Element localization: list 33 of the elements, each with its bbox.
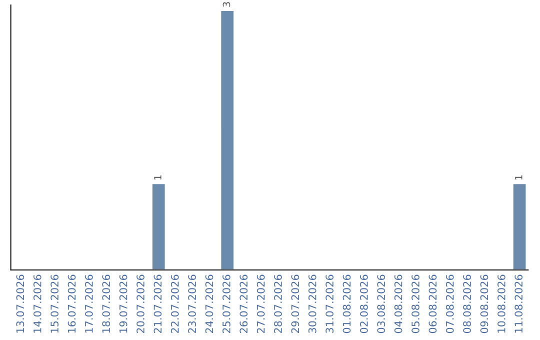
x-tick-label: 18.07.2026 [102, 274, 110, 333]
x-tick-label: 31.07.2026 [326, 274, 334, 333]
x-tick-label: 03.08.2026 [377, 274, 386, 334]
x-tick-label: 23.07.2026 [188, 274, 196, 334]
x-tick-label: 08.08.2026 [463, 274, 471, 334]
x-tick-label: 26.07.2026 [240, 274, 248, 334]
x-tick-label: 25.07.2026 [222, 274, 230, 334]
x-tick-label: 10.08.2026 [497, 274, 506, 333]
x-tick-label: 01.08.2026 [342, 274, 351, 334]
x-tick-label: 16.07.2026 [68, 274, 76, 333]
x-tick-label: 05.08.2026 [412, 274, 420, 334]
x-tick-label: 19.07.2026 [119, 274, 128, 333]
x-tick-label: 27.07.2026 [256, 274, 265, 334]
x-tick-label: 20.07.2026 [136, 274, 144, 334]
x-tick-label: 13.07.2026 [16, 274, 24, 333]
x-tick-label: 04.08.2026 [394, 274, 402, 334]
x-tick-label: 29.07.2026 [291, 274, 300, 334]
x-tick-label: 22.07.2026 [170, 274, 179, 334]
x-tick-label: 24.07.2026 [205, 274, 214, 334]
x-tick-label: 28.07.2026 [274, 274, 282, 334]
data-label: 3 [222, 2, 230, 7]
x-tick-label: 30.07.2026 [308, 274, 316, 333]
data-label: 1 [154, 175, 162, 180]
x-tick-label: 09.08.2026 [480, 274, 488, 334]
x-tick-label: 11.08.2026 [514, 274, 523, 333]
x-tick-label: 14.07.2026 [33, 274, 42, 333]
x-tick-label: 17.07.2026 [85, 274, 93, 333]
data-label: 1 [515, 175, 522, 180]
x-tick-label: 21.07.2026 [154, 274, 162, 334]
x-tick-label: 06.08.2026 [428, 274, 437, 334]
x-tick-label: 02.08.2026 [360, 274, 368, 334]
x-tick-label: 15.07.2026 [50, 274, 59, 333]
x-tick-label: 07.08.2026 [446, 274, 454, 334]
